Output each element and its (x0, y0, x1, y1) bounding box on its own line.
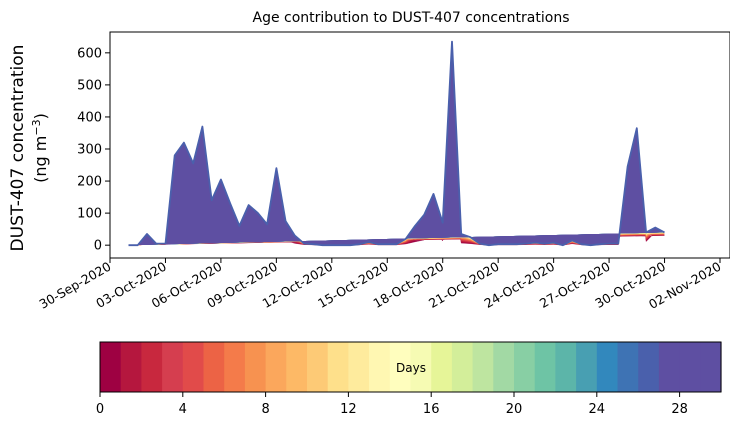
chart-title: Age contribution to DUST-407 concentrati… (253, 10, 570, 26)
y-tick-label: 100 (77, 207, 102, 222)
y-axis: 0 100 200 300 400 500 600 (77, 46, 110, 254)
x-axis: 30-Sep-202003-Oct-202006-Oct-202009-Oct-… (36, 258, 724, 312)
total-concentration-line (128, 40, 665, 247)
colorbar-segment (244, 342, 267, 392)
y-tick-label: 300 (77, 143, 102, 158)
colorbar-segment (120, 342, 142, 392)
colorbar-segment (224, 342, 246, 392)
colorbar-segment (700, 342, 722, 392)
colorbar-segment (327, 342, 349, 392)
y-axis-label: DUST-407 concentration (ng m−3) (8, 45, 50, 252)
colorbar-segment (286, 342, 308, 392)
colorbar-segment (679, 342, 701, 392)
colorbar-segment (348, 342, 370, 392)
colorbar-segment (638, 342, 660, 392)
colorbar-segment (410, 342, 432, 392)
colorbar-tick-label: 4 (179, 402, 187, 417)
colorbar-segment (493, 342, 515, 392)
colorbar-tick-label: 8 (261, 402, 269, 417)
colorbar-segment (162, 342, 184, 392)
colorbar-axis: 0 4 8 12 16 20 24 28 (96, 392, 688, 417)
y-tick-label: 400 (77, 110, 102, 125)
age-contribution-areas (128, 41, 665, 246)
colorbar-segment (307, 342, 329, 392)
colorbar-segment (514, 342, 536, 392)
colorbar-segment (203, 342, 225, 392)
colorbar-segment (265, 342, 287, 392)
colorbar-segment (141, 342, 163, 392)
colorbar-segment (555, 342, 577, 392)
colorbar-segment (576, 342, 598, 392)
y-axis-label-line1: DUST-407 concentration (8, 45, 28, 252)
colorbar-segment (182, 342, 205, 392)
colorbar-segment (658, 342, 681, 392)
y-tick-label: 500 (77, 78, 102, 93)
colorbar-segment (596, 342, 619, 392)
colorbar-tick-label: 24 (589, 402, 606, 417)
y-tick-label: 200 (77, 175, 102, 190)
colorbar-tick-label: 20 (506, 402, 523, 417)
colorbar-segment (431, 342, 453, 392)
colorbar-tick-label: 0 (96, 402, 104, 417)
y-axis-label-line2: (ng m−3) (30, 113, 50, 183)
colorbar-tick-label: 28 (671, 402, 688, 417)
colorbar-segment (451, 342, 474, 392)
colorbar-frame (99, 341, 722, 393)
plot-frame (109, 31, 730, 259)
colorbar-segment (100, 342, 122, 392)
colorbar-segment (534, 342, 556, 392)
colorbar-segment (389, 342, 412, 392)
colorbar-tick-label: 12 (340, 402, 357, 417)
colorbar-segment (617, 342, 639, 392)
colorbar-tick-label: 16 (423, 402, 440, 417)
y-tick-label: 600 (77, 46, 102, 61)
age-layer-day-29 (128, 41, 665, 246)
colorbar-label: Days (396, 361, 426, 375)
y-tick-label: 0 (94, 239, 102, 254)
colorbar (100, 342, 722, 392)
colorbar-segment (369, 342, 391, 392)
colorbar-segment (472, 342, 494, 392)
